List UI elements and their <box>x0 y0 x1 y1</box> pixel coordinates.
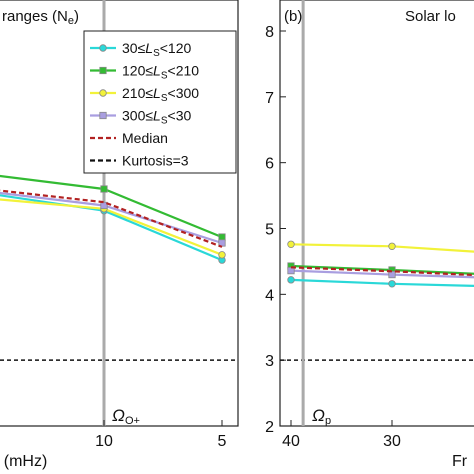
x-tick-label: 10 <box>95 433 113 450</box>
series-2-point-1 <box>388 242 396 250</box>
y-tick-label: 3 <box>265 353 274 370</box>
legend-label-2: 210≤LS<300 <box>122 85 199 104</box>
legend-label-1: 120≤LS<210 <box>122 63 199 82</box>
series-0-point-1 <box>388 280 396 288</box>
y-tick-label: 4 <box>265 287 274 304</box>
series-3-point-1 <box>100 201 108 210</box>
legend-marker-3 <box>99 111 107 120</box>
y-tick-label: 7 <box>265 90 274 107</box>
series-0-point-0 <box>287 276 295 284</box>
panel-a-x-axis-label: r (mHz) <box>0 453 47 470</box>
legend-label-4: Median <box>122 130 168 146</box>
panel-b-series <box>287 240 474 288</box>
panel-b-x-ticks: 40 30 <box>282 420 401 450</box>
panel-a-omega-annotation: ΩO+ <box>112 406 140 427</box>
y-tick-label: 6 <box>265 156 274 173</box>
series-2-point-0 <box>287 240 295 248</box>
x-tick-label: 30 <box>383 433 401 450</box>
panel-a-x-ticks: 10 5 <box>95 420 227 450</box>
y-tick-label: 8 <box>265 24 274 41</box>
panel-b-x-axis-label: Fr <box>452 453 468 470</box>
panel-a-series <box>0 174 226 264</box>
series-1-point-2 <box>218 233 226 241</box>
legend-marker-1 <box>99 66 107 75</box>
legend-entries: 30≤LS<120 120≤LS<210 210≤LS<300 300≤LS<30 Me… <box>90 40 199 169</box>
panel-b-reference-lines <box>280 0 474 426</box>
panel-b-omega-annotation: Ωp <box>312 406 331 427</box>
panel-b: (b) Solar lo 2 3 4 5 6 7 8 40 30 Ωp Fr <box>265 0 474 470</box>
panel-b-label: (b) <box>284 8 302 25</box>
legend: 30≤LS<120 120≤LS<210 210≤LS<300 300≤LS<30 Me… <box>83 30 237 174</box>
series-line-4 <box>290 266 474 277</box>
panel-b-frame <box>279 0 474 427</box>
series-3-point-1 <box>388 270 396 279</box>
panel-b-title: Solar lo <box>405 8 456 25</box>
panel-a: ranges (Ne) 10 5 ΩO+ r (mHz) 30≤LS<120 120… <box>0 0 239 470</box>
legend-label-5: Kurtosis=3 <box>122 153 189 169</box>
legend-label-3: 300≤LS<30 <box>122 108 191 127</box>
legend-label-0: 30≤LS<120 <box>122 40 191 59</box>
panel-a-title: ranges (Ne) <box>2 8 79 27</box>
y-tick-label: 5 <box>265 222 274 239</box>
series-line-4 <box>0 189 223 248</box>
series-2-point-2 <box>218 251 226 259</box>
x-tick-label: 5 <box>218 433 227 450</box>
series-1-point-1 <box>100 185 108 193</box>
legend-box <box>83 30 237 174</box>
legend-marker-2 <box>99 89 107 97</box>
y-tick-label: 2 <box>265 419 274 436</box>
panel-b-y-ticks: 2 3 4 5 6 7 8 <box>265 24 286 436</box>
x-tick-label: 40 <box>282 433 300 450</box>
legend-marker-0 <box>99 44 107 52</box>
